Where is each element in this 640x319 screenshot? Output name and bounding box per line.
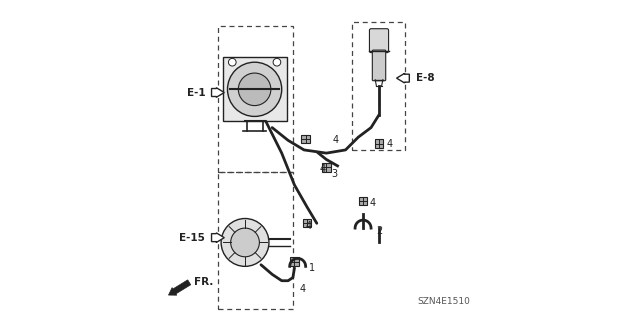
Text: 4: 4 (369, 197, 376, 208)
Bar (352, 22, 404, 150)
Circle shape (228, 58, 236, 66)
Bar (218, 172, 293, 309)
Text: E-15: E-15 (179, 233, 205, 243)
Circle shape (238, 73, 271, 106)
Text: 4: 4 (306, 221, 312, 232)
FancyArrow shape (168, 280, 191, 295)
Text: 1: 1 (309, 263, 315, 273)
Bar (218, 26, 293, 172)
Circle shape (221, 219, 269, 266)
Bar (301, 135, 310, 143)
Text: 4: 4 (387, 138, 393, 149)
FancyArrow shape (212, 88, 224, 97)
Text: 2: 2 (376, 226, 382, 236)
Text: 4: 4 (320, 164, 326, 174)
Circle shape (273, 58, 281, 66)
FancyBboxPatch shape (369, 29, 388, 53)
Text: E-8: E-8 (416, 73, 435, 83)
Text: 3: 3 (331, 169, 337, 179)
FancyBboxPatch shape (372, 50, 386, 81)
Circle shape (230, 228, 259, 257)
Circle shape (227, 62, 282, 116)
FancyArrow shape (397, 73, 410, 83)
Text: FR.: FR. (194, 277, 213, 287)
Bar (322, 163, 330, 172)
Text: 4: 4 (333, 135, 339, 145)
Bar (359, 197, 367, 205)
Bar (291, 257, 299, 266)
Text: SZN4E1510: SZN4E1510 (417, 297, 470, 306)
Bar (375, 139, 383, 148)
Bar (303, 219, 312, 227)
Text: 4: 4 (300, 284, 305, 294)
FancyArrow shape (212, 233, 224, 242)
Text: E-1: E-1 (186, 87, 205, 98)
Bar (223, 57, 287, 121)
